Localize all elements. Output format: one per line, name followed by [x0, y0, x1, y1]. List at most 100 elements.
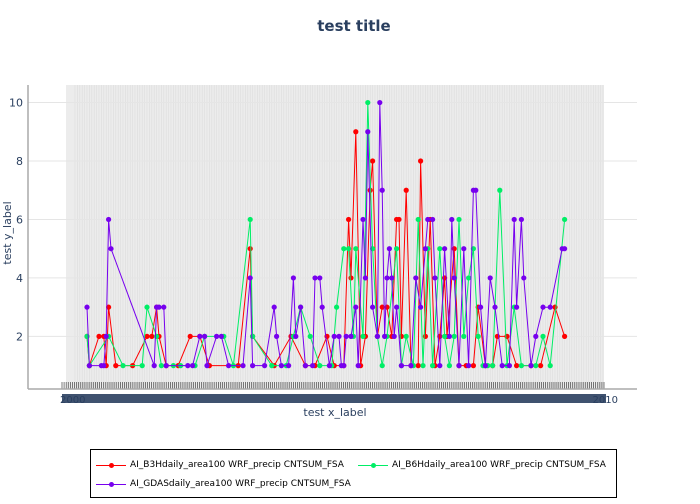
data-point[interactable]	[226, 363, 232, 369]
data-point[interactable]	[418, 304, 424, 310]
data-point[interactable]	[415, 363, 421, 369]
data-point[interactable]	[197, 333, 203, 339]
data-point[interactable]	[365, 99, 371, 106]
data-point[interactable]	[538, 363, 544, 369]
data-point[interactable]	[202, 333, 208, 339]
data-point[interactable]	[394, 246, 400, 252]
data-point[interactable]	[461, 333, 467, 339]
data-point[interactable]	[348, 333, 354, 339]
data-point[interactable]	[466, 275, 472, 281]
data-point[interactable]	[317, 275, 323, 281]
data-point[interactable]	[346, 246, 352, 252]
data-point[interactable]	[528, 363, 534, 369]
data-point[interactable]	[362, 275, 368, 281]
data-point[interactable]	[156, 304, 162, 310]
data-point[interactable]	[386, 246, 392, 252]
data-point[interactable]	[377, 99, 383, 106]
data-point[interactable]	[187, 333, 193, 339]
legend-item-b6h[interactable]: AI_B6Hdaily_area100 WRF_precip CNTSUM_FS…	[358, 457, 606, 473]
data-point[interactable]	[250, 333, 256, 339]
data-point[interactable]	[144, 304, 150, 310]
data-point[interactable]	[331, 333, 337, 339]
data-point[interactable]	[101, 363, 107, 369]
data-point[interactable]	[487, 275, 493, 281]
data-point[interactable]	[442, 246, 448, 252]
data-point[interactable]	[506, 363, 512, 369]
data-point[interactable]	[403, 333, 409, 339]
data-point[interactable]	[475, 333, 481, 339]
data-point[interactable]	[336, 333, 342, 339]
data-point[interactable]	[446, 363, 452, 369]
data-point[interactable]	[353, 246, 359, 252]
data-point[interactable]	[547, 363, 553, 369]
data-point[interactable]	[360, 333, 366, 339]
data-point[interactable]	[103, 333, 109, 339]
data-point[interactable]	[84, 333, 90, 339]
data-point[interactable]	[396, 216, 402, 223]
data-point[interactable]	[346, 216, 352, 223]
data-point[interactable]	[379, 187, 385, 193]
data-point[interactable]	[432, 275, 438, 281]
data-point[interactable]	[403, 187, 409, 193]
data-point[interactable]	[108, 246, 114, 252]
data-point[interactable]	[398, 363, 404, 369]
data-point[interactable]	[341, 246, 347, 252]
data-point[interactable]	[382, 333, 388, 339]
data-point[interactable]	[307, 333, 313, 339]
data-point[interactable]	[365, 129, 371, 135]
data-point[interactable]	[190, 363, 196, 369]
data-point[interactable]	[451, 246, 457, 252]
data-point[interactable]	[343, 333, 349, 339]
data-point[interactable]	[430, 216, 436, 223]
data-point[interactable]	[120, 363, 126, 369]
data-point[interactable]	[319, 304, 325, 310]
data-point[interactable]	[499, 363, 505, 369]
data-point[interactable]	[456, 363, 462, 369]
data-point[interactable]	[514, 304, 520, 310]
data-point[interactable]	[446, 333, 452, 339]
data-point[interactable]	[158, 363, 164, 369]
data-point[interactable]	[269, 363, 275, 369]
data-point[interactable]	[149, 333, 155, 339]
data-point[interactable]	[504, 333, 510, 339]
data-point[interactable]	[473, 187, 479, 193]
legend-item-gdas[interactable]: AI_GDASdaily_area100 WRF_precip CNTSUM_F…	[96, 476, 351, 492]
data-point[interactable]	[451, 333, 457, 339]
data-point[interactable]	[286, 363, 292, 369]
data-point[interactable]	[490, 363, 496, 369]
data-point[interactable]	[413, 275, 419, 281]
data-point[interactable]	[370, 304, 376, 310]
data-point[interactable]	[262, 363, 268, 369]
data-point[interactable]	[461, 246, 467, 252]
data-point[interactable]	[389, 275, 395, 281]
data-point[interactable]	[247, 216, 253, 223]
data-point[interactable]	[418, 158, 424, 164]
data-point[interactable]	[355, 363, 361, 369]
data-point[interactable]	[379, 304, 385, 310]
data-point[interactable]	[540, 333, 546, 339]
data-point[interactable]	[312, 275, 318, 281]
data-point[interactable]	[391, 333, 397, 339]
data-point[interactable]	[384, 304, 390, 310]
data-point[interactable]	[470, 363, 476, 369]
data-point[interactable]	[456, 216, 462, 223]
data-point[interactable]	[144, 333, 150, 339]
data-point[interactable]	[302, 363, 308, 369]
data-point[interactable]	[422, 246, 428, 252]
data-point[interactable]	[139, 363, 145, 369]
data-point[interactable]	[298, 304, 304, 310]
data-point[interactable]	[562, 216, 568, 223]
data-point[interactable]	[442, 333, 448, 339]
data-point[interactable]	[370, 158, 376, 164]
data-point[interactable]	[348, 275, 354, 281]
data-point[interactable]	[334, 304, 340, 310]
data-point[interactable]	[430, 363, 436, 369]
legend-item-b3h[interactable]: AI_B3Hdaily_area100 WRF_precip CNTSUM_FS…	[96, 457, 344, 473]
data-point[interactable]	[482, 363, 488, 369]
data-point[interactable]	[247, 246, 253, 252]
data-point[interactable]	[466, 363, 472, 369]
data-point[interactable]	[379, 363, 385, 369]
data-point[interactable]	[163, 363, 169, 369]
data-point[interactable]	[415, 216, 421, 223]
data-point[interactable]	[437, 363, 443, 369]
